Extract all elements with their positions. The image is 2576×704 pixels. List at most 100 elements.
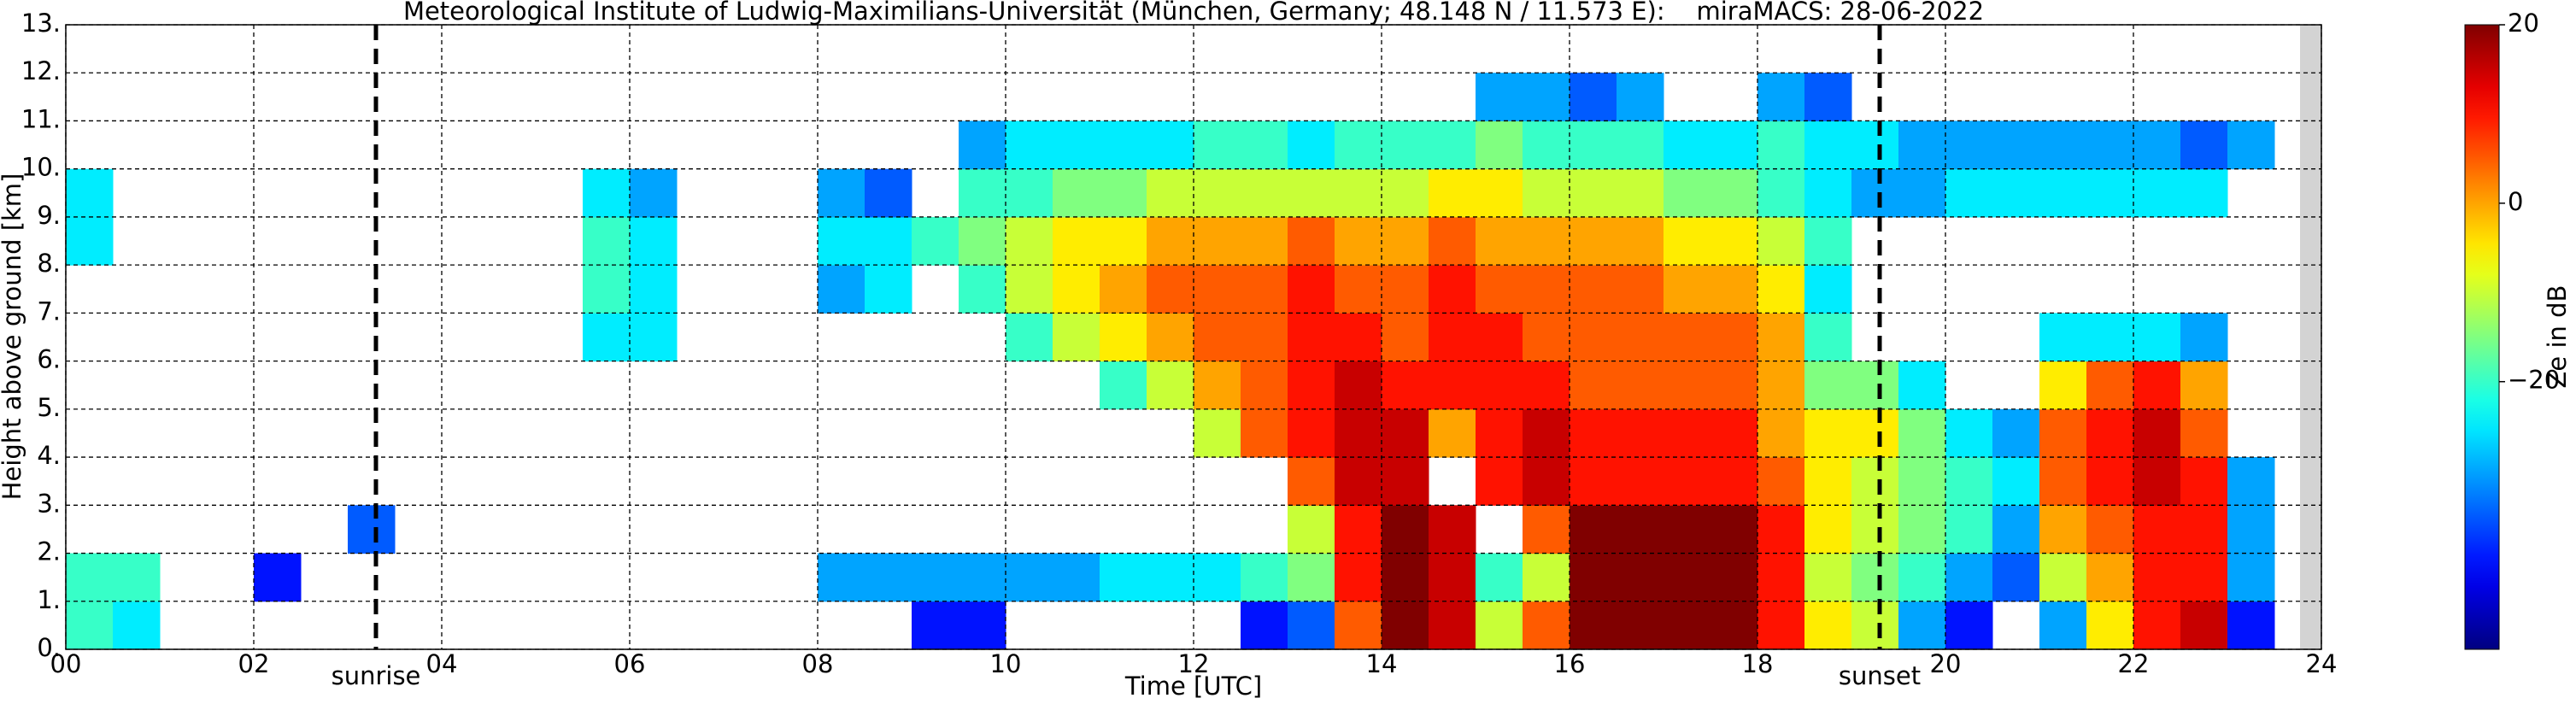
cell [959,553,1006,602]
cell [1945,553,1993,602]
x-tick-label: 08 [802,649,834,678]
cell [1476,601,1523,650]
cell [1335,216,1382,266]
cell [66,601,114,650]
cell [1194,313,1241,362]
y-tick-label: 9. [37,201,61,230]
cell [630,265,678,314]
cell [2180,361,2228,410]
cell [1757,73,1805,121]
cell [1382,505,1429,554]
x-tick-label: 02 [238,649,270,678]
x-tick-label: 06 [614,649,646,678]
cell [1804,408,1852,458]
x-tick-label: 20 [1930,649,1962,678]
cell [583,265,631,314]
cell [2180,553,2228,602]
cell [1992,505,2040,554]
cell [2086,457,2134,506]
cell [1898,457,1946,506]
cell [1992,120,2040,170]
cell [66,216,114,266]
cell [2133,553,2181,602]
cell [2039,553,2087,602]
cell [1382,601,1429,650]
cell [1851,457,1899,506]
y-tick-label: 10. [21,153,61,182]
cell [1053,216,1100,266]
cell [1147,553,1194,602]
cell [2227,601,2275,650]
cell [1053,265,1100,314]
cell [1664,216,1711,266]
cell [1523,73,1570,121]
cell [1429,120,1476,170]
x-tick-label: 16 [1554,649,1586,678]
cell [1429,313,1476,362]
cell [1335,457,1382,506]
cell [1570,601,1617,650]
colorbar: −20 0 20 [2464,9,2560,650]
cell [2086,505,2134,554]
cell [2133,601,2181,650]
cell [1288,120,1335,170]
cell [1710,361,1758,410]
cell [2039,505,2087,554]
cell [1664,120,1711,170]
cell [1382,408,1429,458]
cell [1241,361,1288,410]
y-tick-label: 12. [21,56,61,85]
cell [1710,120,1758,170]
cell [1335,553,1382,602]
cell [1194,361,1241,410]
cell [2227,505,2275,554]
cell [1757,361,1805,410]
cell [1757,168,1805,218]
y-axis-label: Height above ground [km] [0,173,26,501]
cell [2133,408,2181,458]
cell [1288,505,1335,554]
x-tick-label: 14 [1366,649,1398,678]
colorbar-tick-label: 20 [2508,9,2539,38]
cell [1570,457,1617,506]
cell [1664,553,1711,602]
cell [1100,216,1147,266]
y-tick-label: 5. [37,393,61,422]
no-data-region [2300,25,2321,649]
cell [1100,313,1147,362]
cell [1523,457,1570,506]
cell [1147,120,1194,170]
cell [1617,168,1664,218]
cell [583,313,631,362]
cell [1851,408,1899,458]
y-tick-label: 0. [37,633,61,662]
cell [1006,313,1053,362]
cell [2180,120,2228,170]
cell [1992,408,2040,458]
cell [1617,408,1664,458]
cell [1851,120,1899,170]
cell [1147,265,1194,314]
cell [1757,553,1805,602]
y-tick-label: 4. [37,441,61,470]
cell [1476,265,1523,314]
cell [1898,505,1946,554]
cell [1757,457,1805,506]
cell [66,168,114,218]
cell [1898,601,1946,650]
cell [1945,168,1993,218]
cell [2086,313,2134,362]
cell [1570,505,1617,554]
cell [1476,313,1523,362]
cell [1053,168,1100,218]
x-tick-label: 18 [1742,649,1774,678]
cell [1617,120,1664,170]
cell [1664,457,1711,506]
cell [1757,120,1805,170]
cell [1757,313,1805,362]
cell [1476,216,1523,266]
cell [818,216,866,266]
cell [1429,505,1476,554]
cell [1804,120,1852,170]
cell [1100,361,1147,410]
